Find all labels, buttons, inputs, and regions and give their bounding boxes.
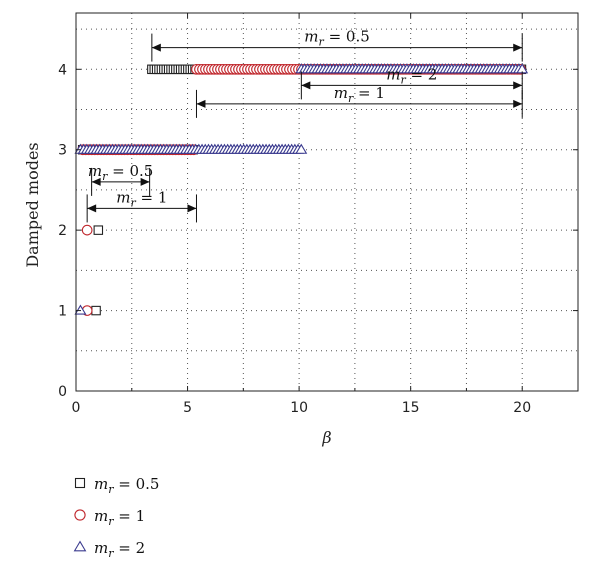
circle-marker (74, 509, 86, 521)
square-marker (91, 305, 101, 316)
y-tick-label: 4 (58, 62, 67, 78)
legend-label: mr = 2 (94, 539, 145, 560)
arrow-head (513, 99, 523, 108)
range-annotation: mr = 0.5 (151, 28, 523, 62)
arrow-head (151, 43, 161, 52)
range-annotation: mr = 0.5 (88, 162, 153, 196)
arrow-head (187, 204, 197, 213)
legend-item: mr = 2 (73, 539, 145, 560)
y-tick-label: 2 (58, 223, 67, 239)
square-marker (93, 225, 104, 235)
arrow-head (87, 204, 97, 213)
annotation-label: mr = 0.5 (304, 28, 369, 49)
y-tick-label: 3 (58, 143, 67, 159)
y-tick-label: 1 (58, 304, 67, 320)
range-annotation: mr = 1 (195, 84, 523, 118)
x-tick-label: 0 (72, 400, 81, 416)
triangle-marker (295, 143, 308, 154)
legend: mr = 0.5 mr = 1 mr = 2 (73, 475, 159, 560)
legend-item: mr = 1 (74, 507, 145, 528)
range-annotation: mr = 1 (86, 188, 197, 223)
circle-marker (81, 224, 93, 236)
arrow-head (196, 99, 206, 108)
x-tick-label: 20 (513, 400, 531, 416)
x-tick-label: 10 (290, 400, 308, 416)
arrow-head (513, 81, 523, 90)
arrow-head (513, 43, 523, 52)
series-triangle (74, 63, 529, 315)
arrow-head (91, 177, 101, 186)
triangle-marker (74, 304, 87, 315)
arrow-head (140, 177, 150, 186)
annotation-label: mr = 0.5 (88, 162, 153, 183)
y-tick-label: 0 (58, 384, 67, 400)
series-layer (74, 63, 529, 316)
x-tick-label: 5 (183, 400, 192, 416)
annotations: mr = 0.5mr = 2mr = 1mr = 0.5mr = 1 (86, 28, 523, 223)
legend-label: mr = 0.5 (94, 475, 159, 496)
legend-item: mr = 0.5 (74, 475, 159, 496)
range-annotation: mr = 2 (300, 65, 523, 100)
arrow-head (301, 81, 311, 90)
x-axis-label: β (321, 428, 331, 447)
plot-frame (75, 12, 579, 392)
x-tick-label: 15 (402, 400, 420, 416)
square-marker (74, 477, 86, 489)
triangle-marker (73, 540, 87, 552)
annotation-label: mr = 1 (334, 84, 385, 105)
axis-ticks: 0 5 10 15 20 0 1 2 3 4 (58, 13, 578, 416)
legend-label: mr = 1 (94, 507, 145, 528)
annotation-label: mr = 2 (386, 65, 437, 86)
annotation-label: mr = 1 (116, 188, 167, 209)
y-axis-label: Damped modes (23, 142, 42, 267)
